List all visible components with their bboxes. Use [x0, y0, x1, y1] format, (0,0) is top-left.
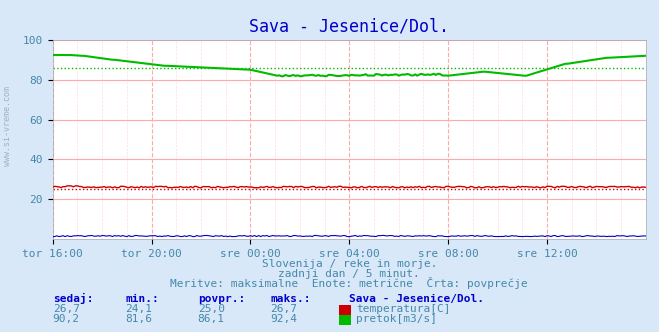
Text: Slovenija / reke in morje.: Slovenija / reke in morje. — [262, 259, 437, 269]
Text: Meritve: maksimalne  Enote: metrične  Črta: povprečje: Meritve: maksimalne Enote: metrične Črta… — [171, 277, 528, 289]
Text: 92,4: 92,4 — [270, 314, 297, 324]
Text: 26,7: 26,7 — [270, 304, 297, 314]
Text: 25,0: 25,0 — [198, 304, 225, 314]
Text: maks.:: maks.: — [270, 294, 310, 304]
Text: 90,2: 90,2 — [53, 314, 80, 324]
Text: 81,6: 81,6 — [125, 314, 152, 324]
Text: povpr.:: povpr.: — [198, 294, 245, 304]
Text: temperatura[C]: temperatura[C] — [356, 304, 450, 314]
Text: 26,7: 26,7 — [53, 304, 80, 314]
Text: zadnji dan / 5 minut.: zadnji dan / 5 minut. — [278, 269, 420, 279]
Text: 24,1: 24,1 — [125, 304, 152, 314]
Title: Sava - Jesenice/Dol.: Sava - Jesenice/Dol. — [249, 18, 449, 36]
Text: 86,1: 86,1 — [198, 314, 225, 324]
Text: sedaj:: sedaj: — [53, 293, 93, 304]
Text: www.si-vreme.com: www.si-vreme.com — [3, 86, 13, 166]
Text: Sava - Jesenice/Dol.: Sava - Jesenice/Dol. — [349, 294, 484, 304]
Text: pretok[m3/s]: pretok[m3/s] — [356, 314, 437, 324]
Text: min.:: min.: — [125, 294, 159, 304]
